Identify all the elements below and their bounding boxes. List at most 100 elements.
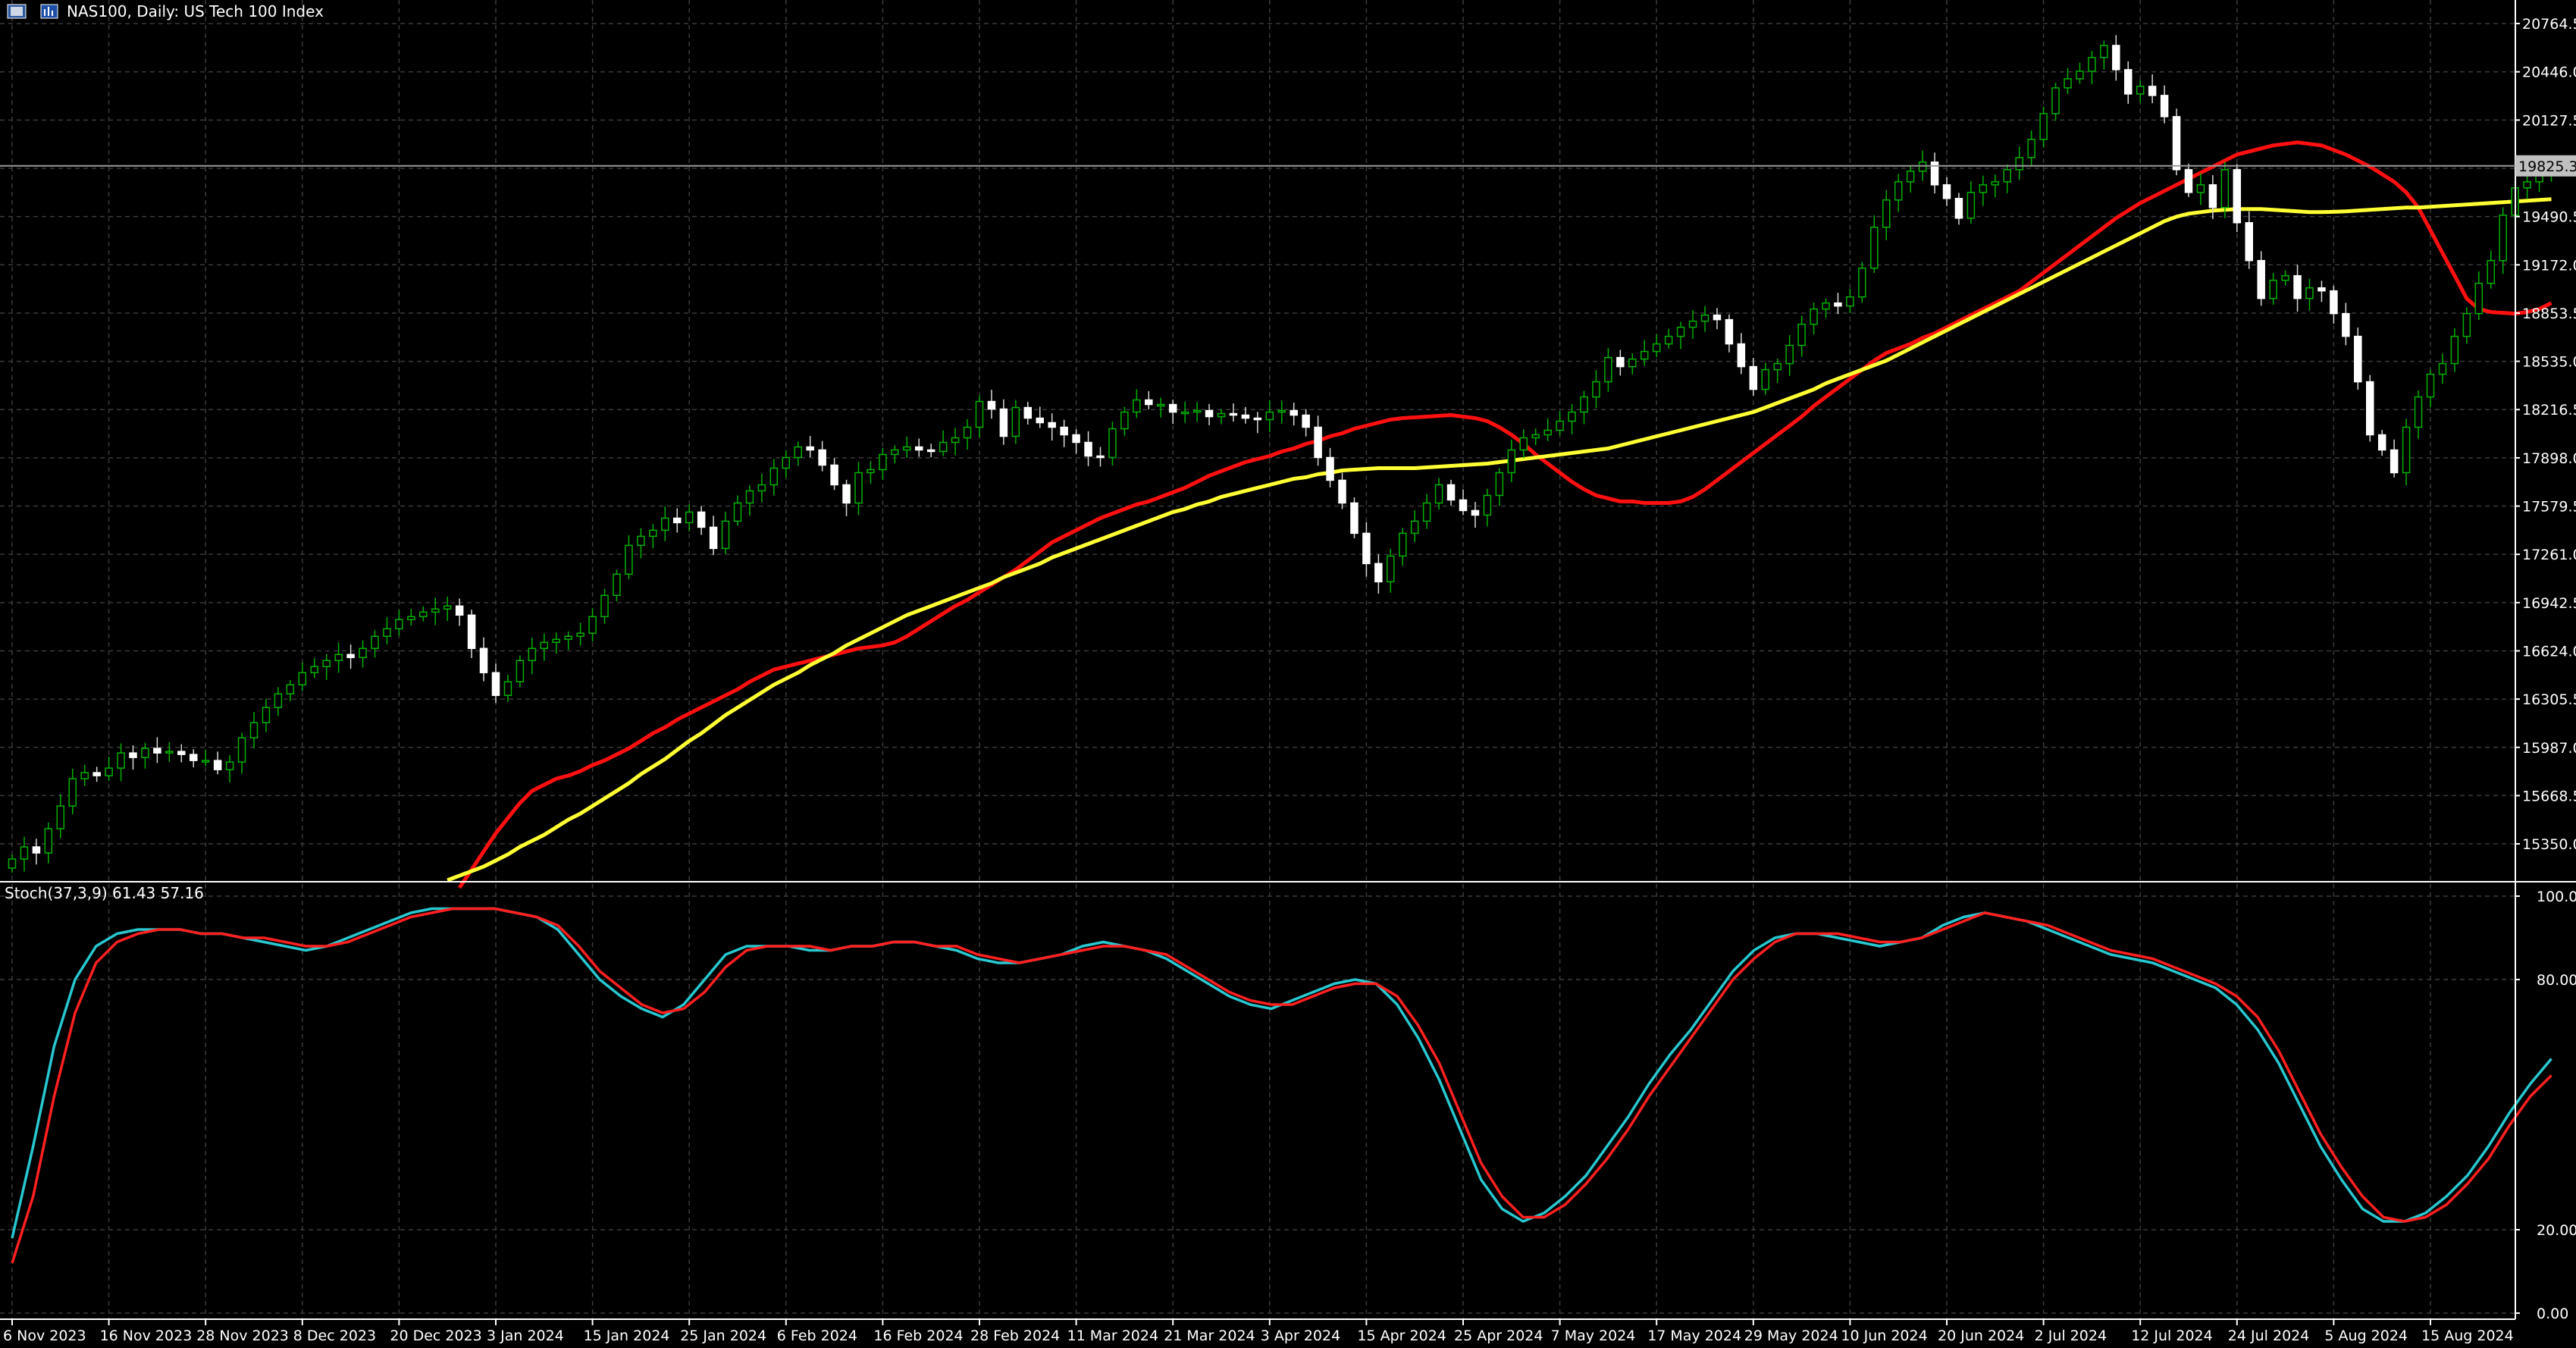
candle-bear[interactable] [926,449,935,453]
candle-bull[interactable] [1979,184,1988,193]
candle-bear[interactable] [2124,69,2133,95]
candle-bear[interactable] [2330,290,2338,315]
candle-bear[interactable] [2172,116,2181,171]
candle-bull[interactable] [419,611,428,618]
candle-bear[interactable] [1471,509,1480,516]
candle-bull[interactable] [1676,326,1685,337]
candle-bear[interactable] [1725,318,1734,345]
candle-bull[interactable] [552,638,560,644]
candle-bull[interactable] [371,635,379,650]
candle-bull[interactable] [1761,368,1769,390]
candle-bull[interactable] [395,619,403,630]
candle-bear[interactable] [129,752,137,758]
candle-bull[interactable] [2305,287,2314,299]
candle-bull[interactable] [2015,157,2023,171]
candle-bull[interactable] [359,647,367,659]
candle-bear[interactable] [697,511,706,528]
candle-bear[interactable] [2342,312,2350,337]
candle-bull[interactable] [782,456,791,469]
candle-bull[interactable] [745,490,754,504]
candle-bear[interactable] [1616,356,1625,368]
candle-bear[interactable] [806,446,814,451]
candle-bull[interactable] [503,681,512,696]
candle-bear[interactable] [1205,409,1214,418]
candle-bear[interactable] [1060,426,1068,436]
candle-bull[interactable] [2462,312,2471,337]
candle-bull[interactable] [1217,412,1226,418]
candle-bull[interactable] [1507,449,1516,474]
candle-bull[interactable] [407,616,415,621]
candle-bear[interactable] [1168,403,1177,413]
candle-bull[interactable] [310,666,318,673]
candle-bull[interactable] [2450,335,2459,365]
candle-bull[interactable] [2003,169,2011,183]
candle-bull[interactable] [44,828,53,854]
candle-bear[interactable] [2390,449,2399,474]
candle-bull[interactable] [286,684,295,694]
candle-bull[interactable] [528,647,537,662]
candle-bear[interactable] [1749,365,1758,390]
candle-bull[interactable] [649,529,657,538]
candle-bull[interactable] [1434,484,1443,504]
candle-bear[interactable] [1145,399,1153,406]
candle-bear[interactable] [1290,409,1298,416]
candle-bull[interactable] [951,437,960,444]
candle-bull[interactable] [1192,409,1202,413]
candle-bear[interactable] [153,748,161,754]
candle-bull[interactable] [298,672,307,685]
candle-bull[interactable] [20,846,29,860]
candle-bear[interactable] [92,772,101,776]
candle-bull[interactable] [1858,267,1866,298]
candle-bull[interactable] [2499,215,2507,262]
candle-bull[interactable] [769,467,779,486]
candle-bear[interactable] [2148,86,2157,96]
candle-bull[interactable] [383,628,391,638]
candle-bear[interactable] [1084,441,1092,457]
candle-bear[interactable] [2208,184,2217,208]
candle-bull[interactable] [2438,362,2447,375]
candle-bear[interactable] [1350,502,1359,534]
candle-bear[interactable] [467,614,476,650]
candle-bull[interactable] [1797,323,1806,346]
candle-bear[interactable] [1096,455,1105,459]
candle-bull[interactable] [2426,373,2435,398]
candle-bull[interactable] [2402,426,2411,474]
candle-bull[interactable] [757,484,766,492]
candle-bull[interactable] [564,635,572,641]
candle-bull[interactable] [2064,78,2072,89]
candle-bull[interactable] [56,805,65,829]
candle-bull[interactable] [1422,502,1431,522]
candle-bull[interactable] [794,446,802,459]
candle-bull[interactable] [867,469,875,474]
candle-bull[interactable] [576,632,584,638]
candle-bear[interactable] [1036,417,1044,424]
candle-bull[interactable] [1641,350,1649,360]
candle-bull[interactable] [637,535,645,547]
candle-bear[interactable] [1459,499,1468,512]
candle-bear[interactable] [2317,287,2326,292]
candle-bear[interactable] [479,647,488,673]
candle-bear[interactable] [1942,184,1951,199]
candle-bull[interactable] [2051,87,2060,114]
candle-bear[interactable] [1737,343,1746,368]
candle-bull[interactable] [2100,45,2108,58]
candle-bear[interactable] [346,654,355,659]
candle-bear[interactable] [1314,426,1322,459]
candle-bear[interactable] [1446,484,1456,501]
candle-bull[interactable] [975,400,984,428]
candle-bull[interactable] [939,441,948,453]
candle-bull[interactable] [516,660,525,682]
candle-bull[interactable] [2088,57,2096,72]
candle-bull[interactable] [2136,86,2145,95]
candle-bull[interactable] [1108,428,1117,459]
candle-bull[interactable] [1882,199,1891,228]
candle-bear[interactable] [1072,434,1080,444]
candle-bull[interactable] [600,594,609,618]
candle-bull[interactable] [237,737,246,763]
candle-bull[interactable] [2196,184,2205,193]
candle-bull[interactable] [1265,411,1274,421]
candle-bear[interactable] [1253,417,1262,421]
candle-bull[interactable] [165,751,174,754]
candle-bull[interactable] [1133,399,1141,413]
candle-bull[interactable] [443,605,452,610]
